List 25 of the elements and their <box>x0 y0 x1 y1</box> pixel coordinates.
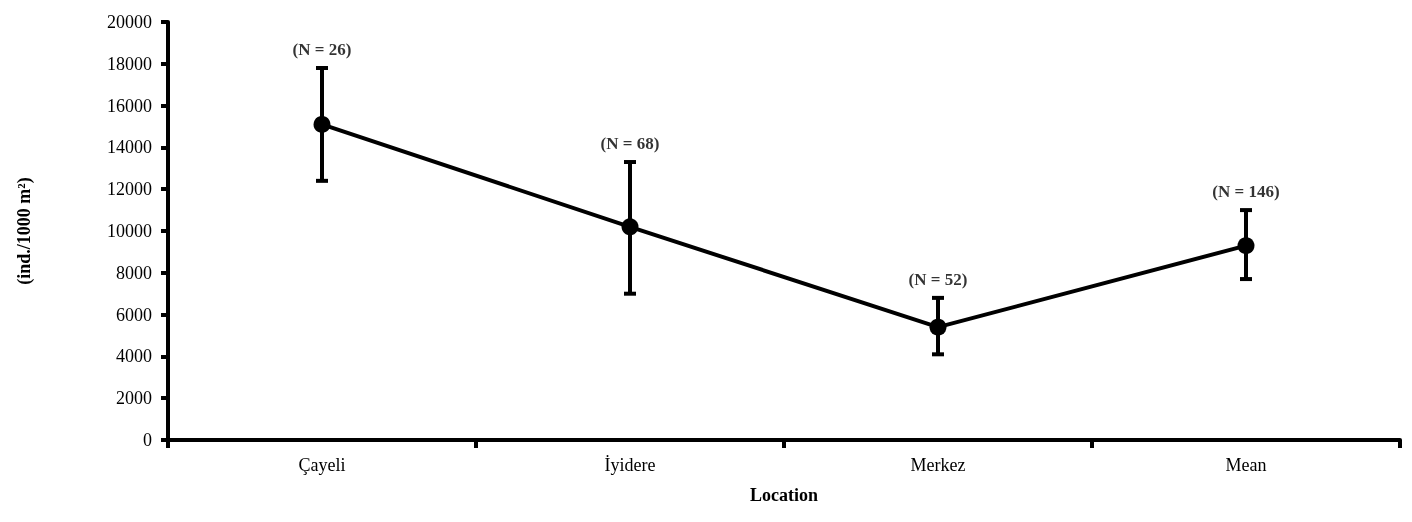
x-tick-label: Çayeli <box>298 455 346 475</box>
annotation: (N = 68) <box>600 134 660 154</box>
y-axis-title: (ind./1000 m²) <box>14 177 35 285</box>
x-axis-title: Location <box>749 485 819 505</box>
x-tick-label: Mean <box>1225 455 1267 475</box>
point <box>929 318 947 336</box>
annotation: (N = 52) <box>908 269 968 289</box>
y-tick-label: 10000 <box>107 221 152 241</box>
y-tick-label: 8000 <box>116 262 152 283</box>
y-tick-label: 2000 <box>116 388 152 409</box>
y-tick-label: 0 <box>143 430 152 450</box>
point <box>621 218 639 236</box>
y-tick-label: 4000 <box>116 346 152 367</box>
annotation: (N = 26) <box>292 39 352 59</box>
point <box>1237 237 1255 255</box>
y-tick-label: 18000 <box>107 53 152 74</box>
annotation: (N = 146) <box>1212 182 1280 202</box>
y-tick-label: 12000 <box>107 179 152 200</box>
y-tick-label: 16000 <box>107 95 152 116</box>
x-tick-label: Merkez <box>910 455 966 475</box>
y-tick-label: 6000 <box>116 304 152 325</box>
x-tick-label: İyidere <box>604 455 656 475</box>
point <box>313 115 331 133</box>
y-tick-label: 14000 <box>107 137 152 158</box>
y-tick-label: 20000 <box>107 12 152 32</box>
